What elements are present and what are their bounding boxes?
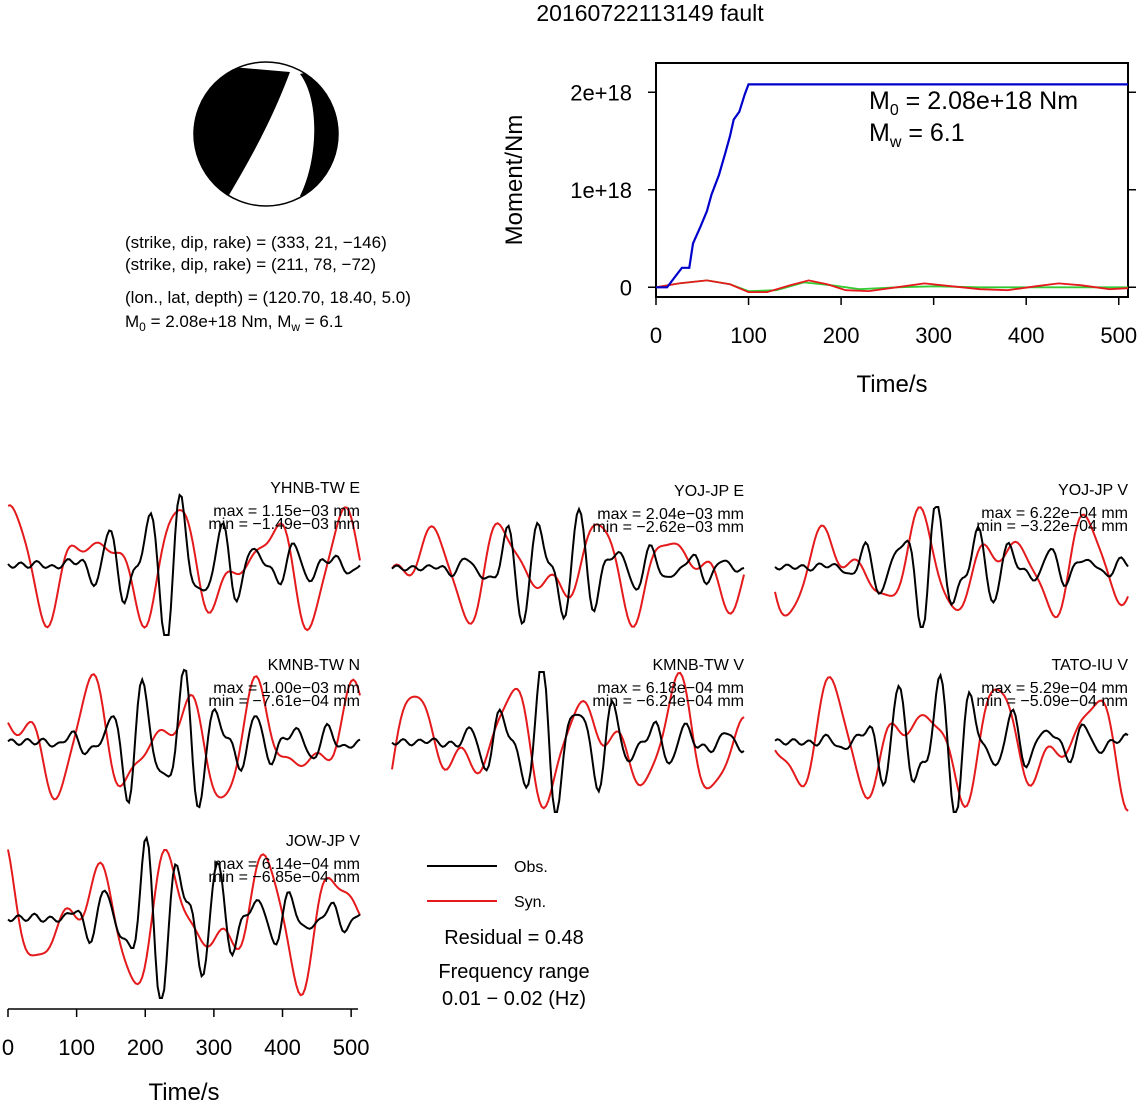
synthetic-waveform	[7, 672, 361, 801]
station-max: max = 6.14e−04 mm	[213, 856, 360, 873]
observed-waveform	[391, 506, 745, 626]
plane1-text: (strike, dip, rake) = (333, 21, −146)	[125, 233, 387, 252]
moment-x-tick-label: 300	[915, 323, 952, 348]
plane2-text: (strike, dip, rake) = (211, 78, −72)	[125, 255, 376, 274]
beachball-outline	[193, 61, 339, 207]
moment-x-tick-label: 200	[823, 323, 860, 348]
legend-syn-label: Syn.	[514, 894, 546, 911]
station-name: YOJ-JP V	[1058, 482, 1128, 499]
legend: Obs. Syn.	[427, 859, 548, 911]
station-min: min = −6.85e−04 mm	[208, 869, 360, 886]
waveform-x-tick-label: 400	[264, 1035, 301, 1060]
beachball	[193, 61, 339, 207]
synthetic-waveform	[7, 849, 361, 997]
moment-rate-green-curve	[655, 279, 1128, 293]
moment-x-ticks: 0 100 200 300 400 500	[650, 297, 1137, 348]
frequency-range-value: 0.01 − 0.02 (Hz)	[442, 988, 586, 1010]
mw-annotation: Mw = 6.1	[869, 119, 965, 151]
station-max: max = 5.29e−04 mm	[981, 680, 1128, 697]
station-max: max = 2.04e−03 mm	[597, 506, 744, 523]
moment-y-tick-label: 2e+18	[570, 80, 632, 105]
moment-x-tick-label: 0	[650, 323, 662, 348]
waveform-x-tick-label: 0	[2, 1035, 14, 1060]
observed-waveform	[391, 671, 745, 813]
waveform-x-axis: 0 100 200 300 400 500 Time/s	[2, 1008, 370, 1104]
station-name: YOJ-JP E	[674, 483, 744, 500]
station-name: YHNB-TW E	[270, 480, 360, 497]
observed-waveform	[7, 668, 361, 809]
waveform-x-ticks: 0 100 200 300 400 500	[2, 1009, 370, 1060]
station-max: max = 1.15e−03 mm	[213, 503, 360, 520]
moment-rate-red-curve	[655, 279, 1129, 293]
moment-magnitude-text: M0 = 2.08e+18 Nm, Mw = 6.1	[125, 312, 343, 334]
m0-annotation: M0 = 2.08e+18 Nm	[869, 87, 1078, 119]
station-min: min = −7.61e−04 mm	[208, 693, 360, 710]
location-text: (lon., lat, depth) = (120.70, 18.40, 5.0…	[125, 288, 411, 307]
synthetic-waveform	[391, 671, 745, 810]
station-name: KMNB-TW V	[652, 657, 744, 674]
synthetic-waveform	[391, 522, 745, 628]
moment-plot-frame	[655, 62, 1129, 298]
waveform-x-tick-label: 300	[196, 1035, 233, 1060]
observed-waveform	[7, 493, 361, 636]
observed-waveform	[7, 835, 361, 999]
station-min: min = −2.62e−03 mm	[592, 519, 744, 536]
moment-x-label: Time/s	[856, 371, 927, 398]
waveform-x-tick-label: 100	[58, 1035, 95, 1060]
station-name: TATO-IU V	[1052, 657, 1129, 674]
beachball-compression-left	[194, 62, 290, 206]
moment-y-tick-label: 0	[620, 275, 632, 300]
moment-y-ticks: 0 1e+18 2e+18	[570, 80, 1136, 300]
station-min: min = −1.49e−03 mm	[208, 516, 360, 533]
moment-y-tick-label: 1e+18	[570, 178, 632, 203]
frequency-range-label: Frequency range	[438, 961, 589, 983]
observed-waveform	[774, 506, 1129, 628]
waveform-x-label: Time/s	[148, 1079, 219, 1104]
moment-x-tick-label: 100	[730, 323, 767, 348]
waveform-x-tick-label: 500	[333, 1035, 370, 1060]
station-min: min = −6.24e−04 mm	[592, 693, 744, 710]
legend-obs-label: Obs.	[514, 859, 548, 876]
moment-plot: 0 100 200 300 400 500 0 1e+18 2e+18 Time/s Mome…	[501, 62, 1137, 398]
station-max: max = 6.22e−04 mm	[981, 505, 1128, 522]
moment-curve	[656, 83, 1128, 289]
station-name: JOW-JP V	[286, 833, 360, 850]
figure-title: 20160722113149 fault	[536, 0, 764, 26]
station-max: max = 6.18e−04 mm	[597, 680, 744, 697]
observed-waveform	[774, 672, 1129, 813]
residual-text: Residual = 0.48	[444, 927, 584, 949]
station-name: KMNB-TW N	[268, 657, 360, 674]
synthetic-waveform	[774, 676, 1129, 812]
station-max: max = 1.00e−03 mm	[213, 680, 360, 697]
moment-series-group	[655, 83, 1129, 293]
station-min: min = −3.22e−04 mm	[976, 518, 1128, 535]
beachball-compression-right	[300, 62, 338, 206]
station-min: min = −5.09e−04 mm	[976, 693, 1128, 710]
waveform-x-tick-label: 200	[127, 1035, 164, 1060]
moment-x-tick-label: 400	[1008, 323, 1045, 348]
moment-x-tick-label: 500	[1100, 323, 1137, 348]
moment-y-label: Moment/Nm	[501, 115, 528, 246]
